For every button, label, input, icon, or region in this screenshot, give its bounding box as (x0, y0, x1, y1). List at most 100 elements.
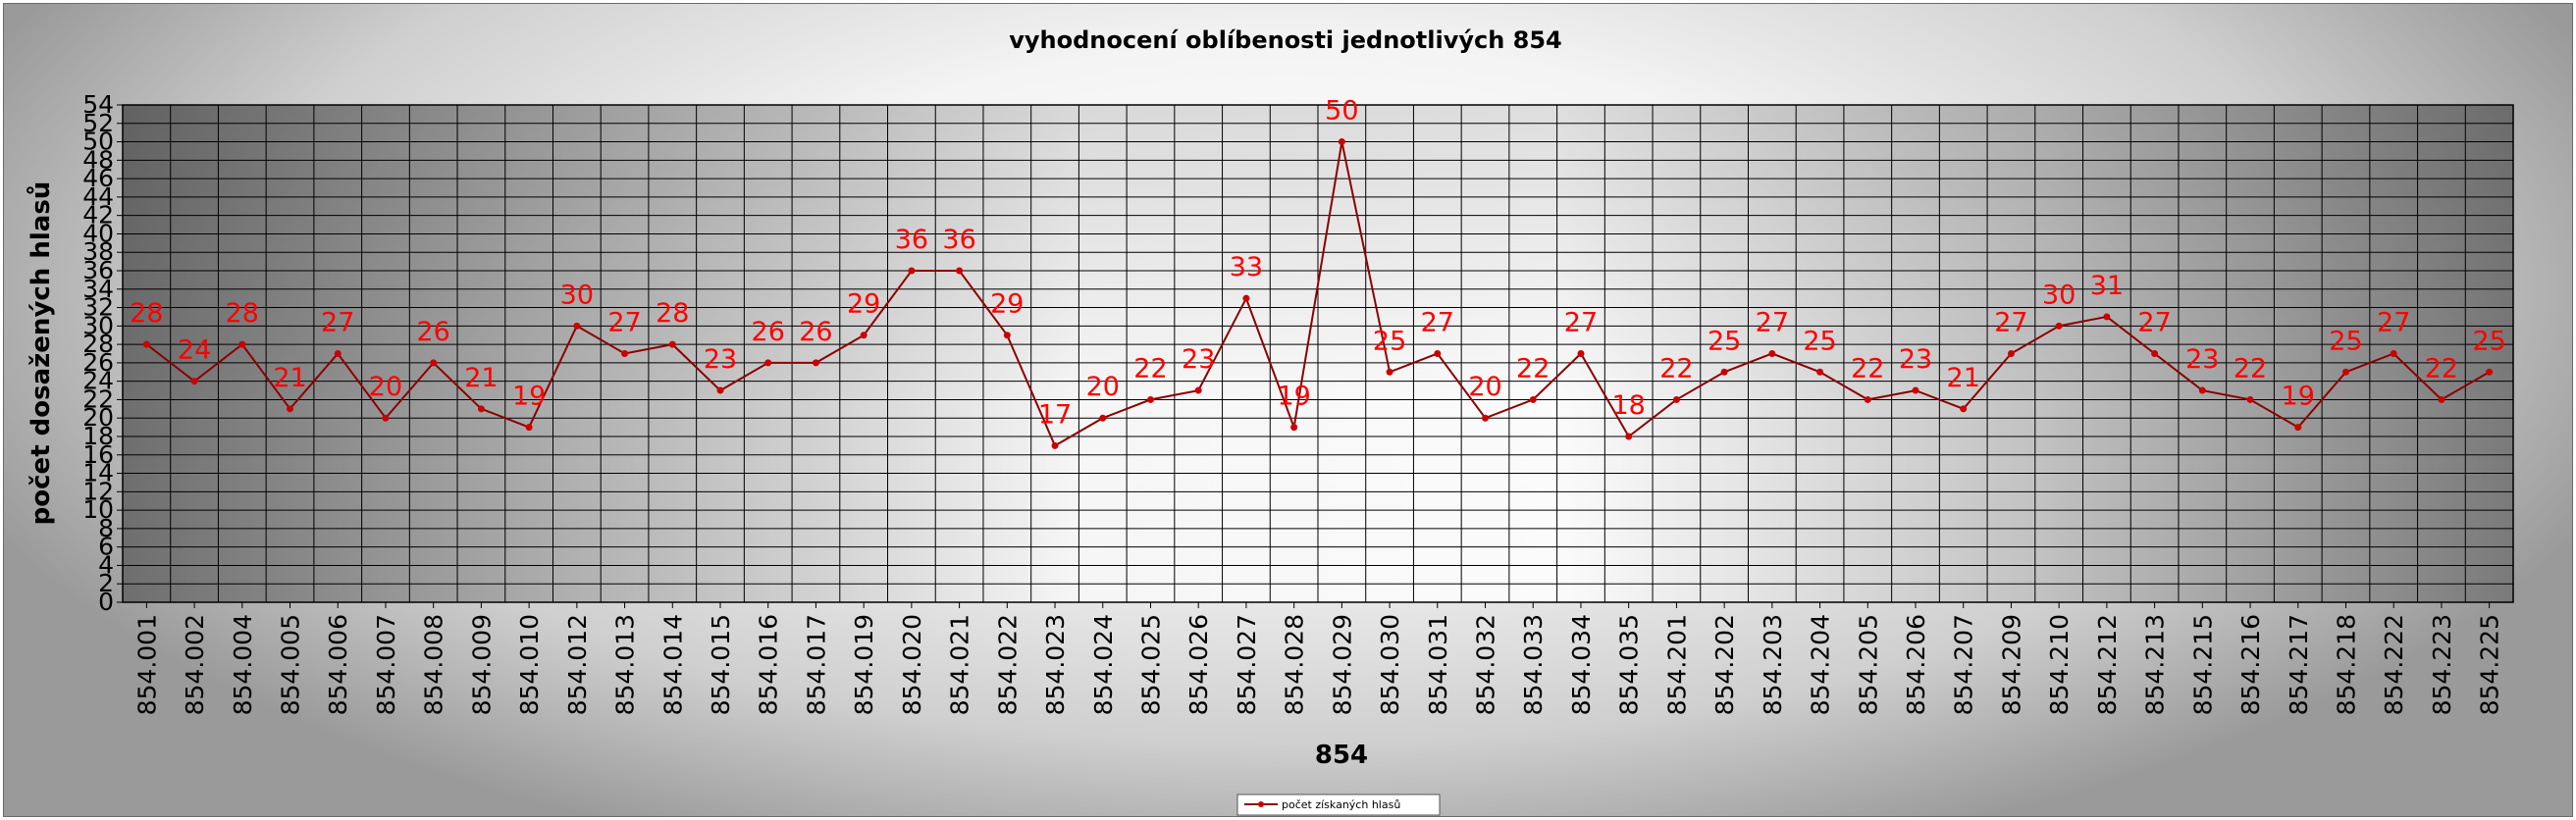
x-tick-label: 854.223 (2428, 614, 2456, 715)
data-label: 33 (1230, 252, 1263, 282)
y-tick-label: 46 (82, 164, 114, 192)
x-tick-label: 854.212 (2093, 614, 2122, 715)
y-tick-label: 38 (82, 237, 114, 266)
data-label: 21 (273, 363, 306, 393)
data-label: 30 (2042, 280, 2076, 310)
data-label: 31 (2090, 271, 2124, 301)
data-point (2151, 350, 2159, 357)
data-label: 27 (321, 308, 354, 338)
data-label: 26 (752, 317, 785, 347)
data-label: 30 (560, 280, 594, 310)
y-tick-label: 40 (82, 219, 114, 247)
x-tick-label: 854.002 (181, 614, 209, 715)
y-tick-label: 54 (82, 90, 114, 119)
y-tick-label: 42 (82, 201, 114, 230)
x-tick-label: 854.029 (1328, 614, 1356, 715)
data-label: 22 (2234, 353, 2267, 384)
data-point (1625, 433, 1633, 440)
x-tick-label: 854.205 (1854, 614, 1882, 715)
data-point (573, 322, 581, 330)
data-label: 50 (1325, 96, 1358, 127)
data-point (2294, 424, 2302, 432)
data-label: 22 (2425, 353, 2458, 384)
data-point (334, 350, 342, 357)
data-label: 27 (607, 308, 641, 338)
data-point (1242, 294, 1250, 302)
y-tick-label: 24 (82, 367, 114, 395)
data-point (621, 350, 629, 357)
data-label: 25 (1708, 326, 1741, 356)
x-tick-label: 854.015 (707, 614, 735, 715)
data-label: 27 (1994, 308, 2027, 338)
x-tick-label: 854.210 (2045, 614, 2074, 715)
legend: počet získaných hlasů (1236, 794, 1441, 816)
y-tick-label: 52 (82, 109, 114, 137)
data-label: 27 (1756, 308, 1789, 338)
y-tick-label: 48 (82, 145, 114, 174)
y-tick-label: 22 (82, 384, 114, 413)
data-point (1577, 350, 1585, 357)
data-label: 20 (369, 372, 402, 402)
x-tick-label: 854.007 (372, 614, 400, 715)
data-label: 27 (2137, 308, 2171, 338)
y-tick-label: 30 (82, 311, 114, 339)
y-tick-label: 6 (98, 533, 114, 561)
x-tick-label: 854.216 (2236, 614, 2265, 715)
x-tick-label: 854.035 (1615, 614, 1644, 715)
x-tick-label: 854.201 (1662, 614, 1691, 715)
x-tick-label: 854.203 (1759, 614, 1787, 715)
y-tick-label: 20 (82, 403, 114, 432)
x-tick-label: 854.004 (229, 614, 257, 715)
data-label: 23 (1182, 344, 1215, 375)
data-label: 25 (2329, 326, 2362, 356)
data-label: 24 (178, 335, 211, 366)
data-label: 27 (2377, 308, 2410, 338)
chart-frame: vyhodnocení oblíbenosti jednotlivých 854… (3, 3, 2573, 817)
data-point (2246, 395, 2254, 403)
data-point (1816, 368, 1824, 376)
data-label: 23 (704, 344, 737, 375)
data-label: 22 (1851, 353, 1884, 384)
data-point (1960, 405, 1968, 413)
data-label: 20 (1468, 372, 1501, 402)
x-tick-label: 854.001 (132, 614, 161, 715)
x-tick-label: 854.020 (898, 614, 926, 715)
x-tick-label: 854.009 (467, 614, 496, 715)
data-label: 25 (1803, 326, 1836, 356)
data-point (142, 340, 150, 348)
data-point (956, 267, 964, 275)
data-point (238, 340, 246, 348)
x-tick-label: 854.217 (2285, 614, 2313, 715)
data-label: 22 (1516, 353, 1550, 384)
legend-marker (1258, 801, 1264, 807)
data-point (1434, 350, 1442, 357)
x-tick-label: 854.215 (2188, 614, 2217, 715)
y-tick-label: 28 (82, 330, 114, 358)
data-point (287, 405, 294, 413)
data-label: 27 (1421, 308, 1454, 338)
x-tick-label: 854.207 (1950, 614, 1978, 715)
data-label: 21 (1947, 363, 1980, 393)
data-label: 25 (2472, 326, 2505, 356)
data-point (1194, 386, 1202, 394)
data-label: 19 (512, 382, 546, 412)
x-tick-label: 854.012 (563, 614, 592, 715)
x-tick-label: 854.017 (802, 614, 830, 715)
y-tick-label: 32 (82, 293, 114, 322)
y-tick-label: 18 (82, 422, 114, 450)
y-tick-label: 36 (82, 256, 114, 284)
x-tick-label: 854.222 (2380, 614, 2408, 715)
y-tick-label: 4 (98, 550, 114, 579)
data-point (812, 359, 819, 367)
x-tick-label: 854.202 (1710, 614, 1739, 715)
x-tick-label: 854.031 (1424, 614, 1452, 715)
data-label: 29 (990, 289, 1024, 320)
data-point (1146, 395, 1154, 403)
x-tick-label: 854.213 (2141, 614, 2170, 715)
y-tick-label: 2 (98, 569, 114, 597)
x-tick-label: 854.032 (1472, 614, 1500, 715)
data-label: 17 (1038, 399, 1072, 430)
x-tick-label: 854.028 (1281, 614, 1309, 715)
x-tick-label: 854.016 (755, 614, 783, 715)
x-tick-label: 854.206 (1902, 614, 1930, 715)
